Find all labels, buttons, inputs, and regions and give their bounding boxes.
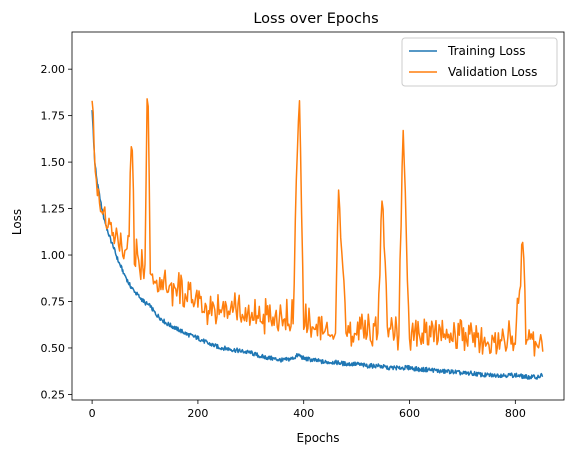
legend: Training Loss Validation Loss xyxy=(401,37,558,87)
series-line-training-loss xyxy=(91,110,544,380)
plot-area xyxy=(71,31,565,401)
x-axis-label: Epochs xyxy=(297,431,340,445)
x-tick-label: 800 xyxy=(505,407,526,420)
y-axis: 0.25 0.50 0.75 1.00 1.25 1.50 1.75 2.00 xyxy=(41,63,72,401)
x-tick-label: 600 xyxy=(399,407,420,420)
plot-frame xyxy=(71,31,565,401)
x-axis: 0 200 400 600 800 xyxy=(89,400,526,420)
legend-label: Validation Loss xyxy=(448,65,537,79)
y-tick-label: 2.00 xyxy=(41,63,66,76)
x-tick-label: 400 xyxy=(293,407,314,420)
y-tick-label: 0.75 xyxy=(41,295,66,308)
legend-box xyxy=(401,37,558,87)
legend-label: Training Loss xyxy=(447,44,525,58)
x-tick-label: 200 xyxy=(187,407,208,420)
chart-title: Loss over Epochs xyxy=(253,11,378,27)
y-tick-label: 1.25 xyxy=(41,203,66,216)
y-axis-label: Loss xyxy=(10,209,24,235)
y-tick-label: 1.50 xyxy=(41,156,66,169)
y-tick-label: 1.75 xyxy=(41,110,66,123)
y-tick-label: 0.25 xyxy=(41,388,66,401)
y-tick-label: 0.50 xyxy=(41,342,66,355)
series-line-validation-loss xyxy=(91,98,544,357)
y-tick-label: 1.00 xyxy=(41,249,66,262)
x-tick-label: 0 xyxy=(89,407,96,420)
